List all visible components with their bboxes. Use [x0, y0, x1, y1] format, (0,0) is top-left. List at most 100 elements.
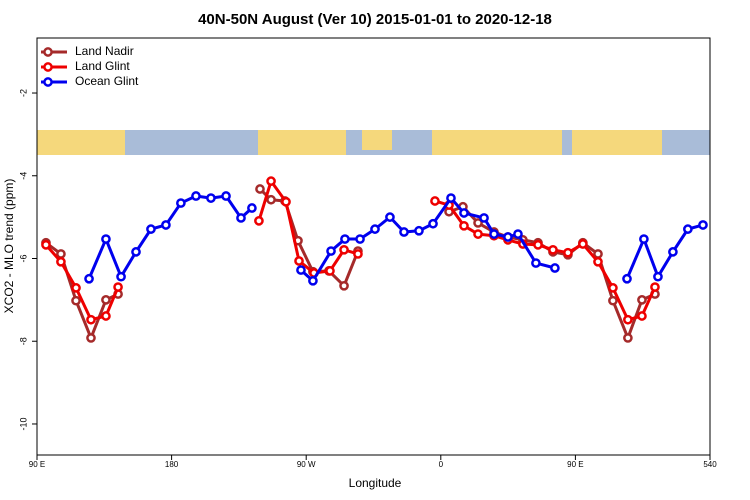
data-point — [503, 232, 513, 242]
data-point — [161, 220, 171, 230]
map-strip — [37, 130, 710, 155]
data-point — [653, 271, 663, 282]
y-tick-label: -8 — [18, 337, 28, 345]
plot-frame — [36, 37, 711, 456]
y-tick-label: -10 — [18, 417, 28, 430]
data-point — [623, 314, 633, 325]
data-point — [399, 227, 409, 237]
data-point — [563, 247, 573, 258]
data-point — [325, 266, 335, 276]
data-point — [550, 263, 560, 273]
y-tick-label: -2 — [18, 89, 28, 97]
legend-label: Land Glint — [75, 59, 130, 73]
data-point — [340, 234, 350, 244]
data-point — [430, 196, 440, 206]
data-point — [247, 203, 257, 213]
data-point — [355, 234, 365, 244]
data-point — [489, 229, 499, 239]
data-point — [281, 196, 291, 207]
x-tick-label: 180 — [165, 460, 179, 469]
data-point — [339, 280, 349, 291]
data-point — [255, 184, 265, 194]
legend-label: Ocean Glint — [75, 74, 139, 88]
data-point — [623, 333, 633, 343]
data-point — [221, 191, 231, 201]
land-band — [362, 130, 392, 150]
data-point — [101, 311, 111, 321]
data-point — [353, 249, 363, 259]
data-point — [101, 234, 111, 244]
data-point — [56, 256, 66, 267]
data-point — [385, 212, 395, 222]
data-point — [608, 283, 618, 293]
data-point — [428, 218, 438, 229]
x-tick-label: 90 E — [29, 460, 45, 469]
x-tick-label: 90 E — [567, 460, 583, 469]
data-point — [308, 275, 318, 286]
data-point — [459, 220, 469, 231]
data-point — [637, 311, 647, 321]
data-point — [683, 224, 693, 234]
data-point — [326, 246, 336, 256]
data-point — [86, 333, 96, 343]
y-tick-label: -4 — [18, 172, 28, 180]
legend-marker — [43, 77, 53, 87]
data-point — [146, 224, 156, 234]
data-point — [236, 213, 246, 223]
data-point — [254, 216, 264, 226]
data-point — [294, 256, 304, 266]
data-point — [473, 229, 483, 239]
data-point — [206, 193, 216, 203]
data-point — [176, 198, 186, 208]
data-point — [548, 244, 558, 255]
data-point — [459, 208, 469, 218]
land-band — [37, 130, 125, 155]
data-point — [339, 244, 349, 255]
data-point — [533, 239, 543, 250]
data-point — [296, 265, 306, 275]
y-tick-label: -6 — [18, 254, 28, 262]
land-band — [432, 130, 562, 155]
legend-label: Land Nadir — [75, 44, 134, 58]
data-point — [71, 295, 81, 306]
data-point — [578, 239, 588, 249]
data-point — [266, 194, 276, 205]
data-point — [191, 191, 201, 201]
data-point — [101, 295, 111, 305]
data-point — [113, 282, 123, 292]
legend-marker — [43, 62, 53, 72]
land-band — [258, 130, 346, 155]
data-point — [608, 295, 618, 306]
data-point — [593, 249, 603, 259]
data-point — [479, 213, 489, 223]
data-point — [473, 218, 483, 228]
data-point — [84, 273, 94, 284]
x-tick-label: 90 W — [297, 460, 316, 469]
chart-title: 40N-50N August (Ver 10) 2015-01-01 to 20… — [198, 11, 552, 28]
data-point — [266, 176, 276, 186]
data-point — [116, 271, 126, 282]
data-point — [668, 247, 678, 257]
legend-marker — [43, 47, 53, 57]
x-tick-label: 540 — [703, 460, 717, 469]
y-axis-label: XCO2 - MLO trend (ppm) — [2, 179, 16, 314]
data-point — [370, 224, 380, 234]
data-point — [71, 283, 81, 293]
land-band — [572, 130, 662, 155]
data-point — [131, 247, 141, 257]
data-point — [639, 234, 649, 244]
data-point — [531, 258, 541, 268]
x-axis-label: Longitude — [349, 476, 402, 490]
data-point — [56, 249, 66, 259]
data-point — [637, 295, 647, 305]
data-point — [446, 193, 456, 203]
data-point — [513, 229, 523, 239]
data-point — [593, 256, 603, 267]
data-point — [41, 239, 51, 250]
data-point — [414, 225, 424, 236]
series-line — [45, 187, 656, 340]
data-point — [698, 220, 708, 230]
x-tick-label: 0 — [439, 460, 444, 469]
